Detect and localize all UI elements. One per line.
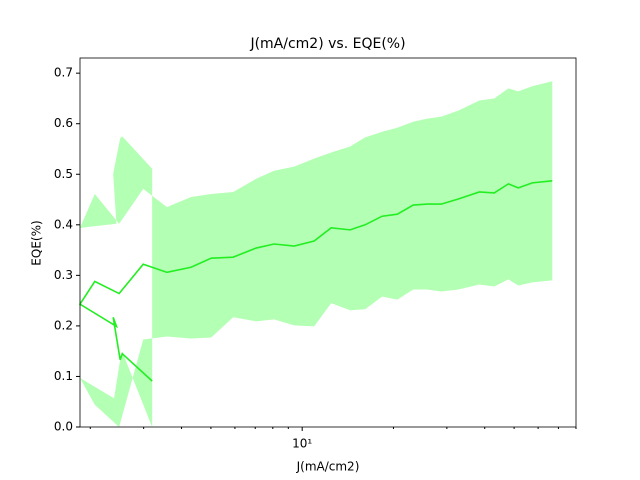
x-axis-label: J(mA/cm2): [296, 460, 360, 474]
y-tick-label: 0.6: [54, 116, 73, 130]
x-tick-label: 10¹: [292, 437, 312, 451]
y-tick-label: 0.2: [54, 318, 73, 332]
y-axis-label: EQE(%): [30, 220, 44, 265]
line: [78, 180, 553, 382]
y-tick-label: 0.1: [54, 369, 73, 383]
y-tick-label: 0.3: [54, 268, 73, 282]
y-tick-label: 0.4: [54, 217, 73, 231]
chart-title: J(mA/cm2) vs. EQE(%): [249, 36, 405, 52]
y-tick-label: 0.0: [54, 420, 73, 434]
band: [80, 81, 553, 428]
y-tick-label: 0.7: [54, 66, 73, 80]
y-tick-label: 0.5: [54, 167, 73, 181]
plot-frame: [79, 57, 577, 428]
